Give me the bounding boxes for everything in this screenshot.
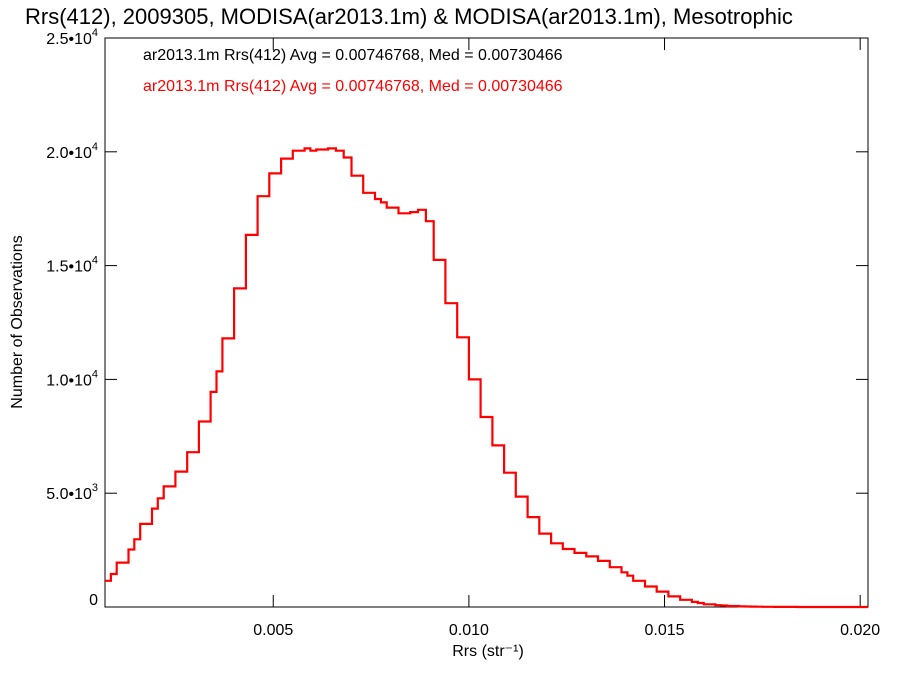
y-tick-label: 2.5•104 <box>46 27 98 48</box>
plot-frame <box>104 37 869 608</box>
y-axis-label: Number of Observations <box>9 235 26 408</box>
y-tick-label: 0 <box>89 592 98 609</box>
x-axis-label: Rrs (str⁻¹) <box>452 643 524 660</box>
y-tick-label: 1.5•104 <box>46 255 98 276</box>
x-tick-label: 0.020 <box>840 622 880 639</box>
axis-tick-labels: 0.005 0.010 0.015 0.020 0 5.0•103 1.0•104 1.5•1… <box>46 27 880 639</box>
chart-title: Rrs(412), 2009305, MODISA(ar2013.1m) & M… <box>25 4 793 29</box>
annotation-black: ar2013.1m Rrs(412) Avg = 0.00746768, Med… <box>143 47 563 64</box>
x-tick-label: 0.015 <box>645 622 685 639</box>
x-tick-label: 0.010 <box>449 622 489 639</box>
y-tick-label: 2.0•104 <box>46 141 98 162</box>
annotation-red: ar2013.1m Rrs(412) Avg = 0.00746768, Med… <box>143 78 563 95</box>
y-tick-label: 5.0•103 <box>46 482 98 503</box>
histogram-series-line <box>105 147 868 609</box>
y-tick-label: 1.0•104 <box>46 368 98 389</box>
x-tick-label: 0.005 <box>253 622 293 639</box>
axis-ticks <box>105 37 868 608</box>
